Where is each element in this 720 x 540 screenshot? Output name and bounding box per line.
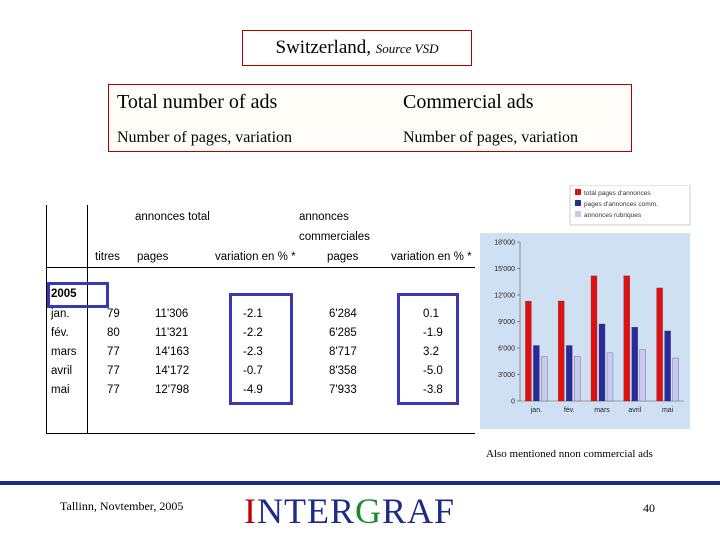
table-row: mars 77 14'163 -2.3 8'717 3.2: [47, 346, 475, 366]
col-header-pages: pages: [137, 251, 169, 263]
group-total-label: annonces total: [135, 211, 210, 223]
row-titres: 77: [107, 365, 120, 377]
chart-plot-area: [480, 233, 690, 429]
row-titres: 77: [107, 384, 120, 396]
row-commercial-variation: 0.1: [423, 308, 439, 320]
table-row: jan. 79 11'306 -2.1 6'284 0.1: [47, 308, 475, 328]
col-header-variation: variation en % *: [215, 251, 296, 263]
row-variation: -2.1: [243, 308, 263, 320]
total-ads-subheading: Number of pages, variation: [117, 129, 293, 146]
row-pages: 11'306: [155, 308, 189, 320]
row-commercial-pages: 6'285: [329, 327, 357, 339]
commercial-ads-subheading: Number of pages, variation: [403, 129, 579, 146]
bar: [631, 327, 638, 402]
bar: [590, 275, 598, 402]
bar: [639, 349, 646, 402]
x-tick-label: mars: [594, 407, 610, 414]
row-month: mai: [51, 384, 70, 396]
intergraf-logo: INTERGRAF: [244, 491, 456, 531]
row-variation: -2.3: [243, 346, 263, 358]
bar: [541, 356, 548, 402]
row-commercial-variation: -5.0: [423, 365, 443, 377]
row-commercial-variation: -1.9: [423, 327, 443, 339]
bar: [656, 287, 663, 402]
footer-place-date: Tallinn, Novtember, 2005: [60, 499, 184, 513]
year-highlight-box: [47, 282, 109, 308]
legend-swatch: [575, 189, 581, 195]
row-month: avril: [51, 365, 73, 377]
bar: [672, 357, 679, 402]
x-tick-label: fév.: [564, 407, 575, 414]
row-month: mars: [51, 346, 77, 358]
col-header-commercial-variation: variation en % *: [391, 251, 472, 263]
commercial-variation-highlight-box: [397, 293, 459, 405]
row-commercial-pages: 6'284: [329, 308, 357, 320]
legend-swatch: [575, 200, 581, 206]
bar: [664, 330, 671, 402]
chart-legend: [569, 185, 691, 226]
bar: [574, 356, 581, 402]
y-tick-label: 6'000: [498, 346, 515, 353]
row-month: jan.: [51, 308, 70, 320]
row-commercial-variation: 3.2: [423, 346, 439, 358]
chart-note: Also mentioned nnon commercial ads: [486, 448, 653, 460]
title-source: Source VSD: [375, 41, 439, 56]
table-row: fév. 80 11'321 -2.2 6'285 -1.9: [47, 327, 475, 347]
bar: [598, 323, 606, 402]
row-titres: 80: [107, 327, 120, 339]
bar: [533, 345, 540, 402]
row-commercial-pages: 8'717: [329, 346, 357, 358]
row-variation: -4.9: [243, 384, 263, 396]
row-pages: 14'172: [155, 365, 190, 377]
row-titres: 77: [107, 346, 120, 358]
row-month: fév.: [51, 327, 69, 339]
row-commercial-variation: -3.8: [423, 384, 443, 396]
row-pages: 12'798: [155, 384, 190, 396]
y-tick-label: 9'000: [498, 319, 515, 326]
x-tick-label: jan.: [530, 407, 542, 414]
y-tick-label: 18'000: [494, 240, 515, 247]
legend-label: total pages d'annonces: [584, 190, 651, 197]
slide-title-box: Switzerland, Source VSD: [242, 30, 472, 66]
row-commercial-pages: 8'358: [329, 365, 357, 377]
y-tick-label: 3'000: [498, 372, 515, 379]
variation-highlight-box: [229, 293, 293, 405]
row-variation: -0.7: [243, 365, 263, 377]
row-pages: 11'321: [155, 327, 189, 339]
total-ads-heading: Total number of ads: [117, 91, 278, 113]
y-tick-label: 0: [511, 399, 515, 406]
col-header-titres: titres: [95, 251, 120, 263]
x-tick-label: mai: [662, 407, 674, 414]
row-titres: 79: [107, 308, 120, 320]
x-tick-label: avril: [628, 407, 641, 414]
info-box: Total number of ads Commercial ads Numbe…: [108, 84, 632, 152]
col-header-commercial-pages: pages: [327, 251, 359, 263]
y-tick-label: 15'000: [494, 266, 515, 273]
bar: [558, 300, 565, 402]
bar: [566, 345, 573, 402]
legend-label: annonces rubriques: [584, 212, 642, 219]
legend-swatch: [575, 211, 581, 217]
table-row: mai 77 12'798 -4.9 7'933 -3.8: [47, 384, 475, 404]
table-row: avril 77 14'172 -0.7 8'358 -5.0: [47, 365, 475, 385]
group-commercial-label-1: annonces: [299, 211, 349, 223]
legend-label: pages d'annonces comm.: [584, 201, 658, 208]
bar-chart: total pages d'annonces pages d'annonces c…: [480, 185, 691, 429]
data-table: annonces total annonces commerciales tit…: [46, 205, 475, 434]
row-variation: -2.2: [243, 327, 263, 339]
group-commercial-label-2: commerciales: [299, 231, 370, 243]
footer-divider: [0, 481, 720, 485]
bar: [525, 300, 532, 402]
commercial-ads-heading: Commercial ads: [403, 91, 534, 113]
page-number: 40: [643, 501, 655, 515]
row-commercial-pages: 7'933: [329, 384, 357, 396]
year-label: 2005: [51, 288, 77, 300]
bar: [623, 275, 630, 402]
title-country: Switzerland,: [275, 37, 372, 58]
y-tick-label: 12'000: [494, 293, 515, 300]
bar: [606, 352, 614, 402]
row-pages: 14'163: [155, 346, 190, 358]
